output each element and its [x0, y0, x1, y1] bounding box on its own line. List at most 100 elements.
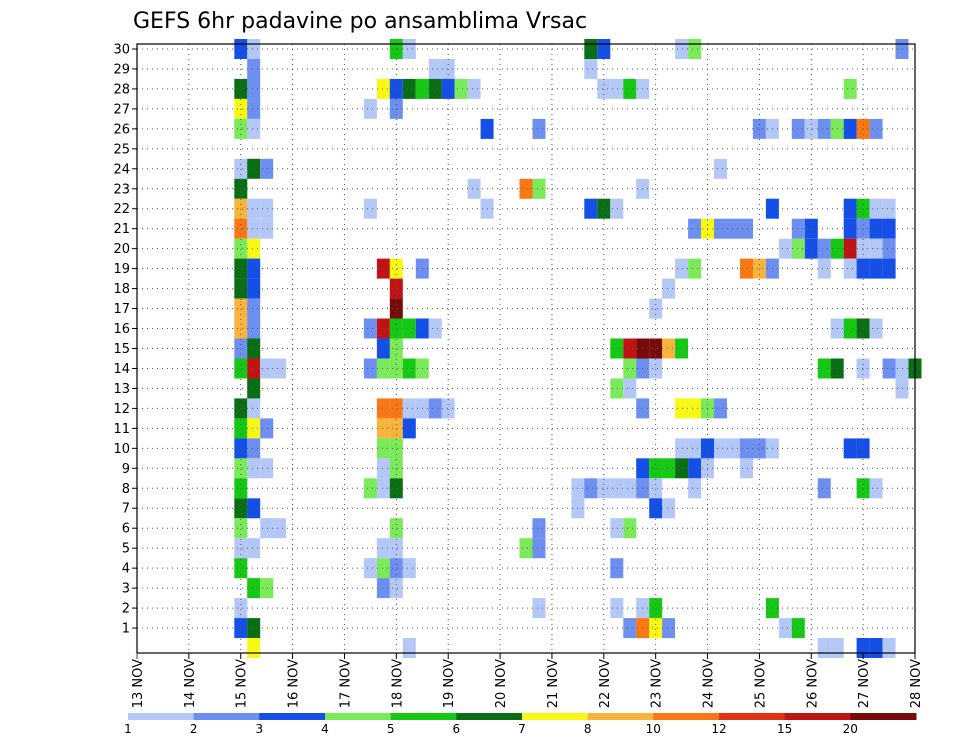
- y-tick-label: 9: [122, 462, 130, 477]
- heatmap-cell: [597, 78, 611, 99]
- heatmap-cell: [649, 498, 663, 519]
- x-tick-label: 26 NOV: [805, 659, 820, 708]
- heatmap-cell: [363, 198, 377, 219]
- heatmap-cell: [376, 398, 390, 419]
- heatmap-cell: [882, 218, 896, 239]
- heatmap-cell: [247, 358, 261, 379]
- heatmap-cell: [234, 618, 248, 639]
- colorbar-swatch: [259, 713, 326, 720]
- heatmap-cell: [688, 458, 702, 479]
- heatmap-cell: [532, 518, 546, 539]
- heatmap-cell: [688, 258, 702, 279]
- heatmap-cell: [740, 458, 753, 479]
- colorbar-swatch: [784, 713, 851, 720]
- heatmap-cell: [597, 198, 611, 219]
- heatmap-cell: [532, 118, 546, 139]
- colorbar-label: 15: [777, 722, 792, 736]
- heatmap-cell: [688, 438, 702, 459]
- heatmap-cell: [610, 378, 624, 399]
- heatmap-cell: [623, 78, 637, 99]
- heatmap-cell: [428, 318, 442, 339]
- heatmap-cell: [402, 398, 416, 419]
- colorbar-label: 8: [584, 722, 592, 736]
- heatmap-cell: [623, 358, 637, 379]
- heatmap-cell: [273, 518, 287, 539]
- heatmap-cell: [234, 238, 248, 259]
- heatmap-cell: [234, 498, 248, 519]
- heatmap-cell: [247, 578, 261, 599]
- heatmap-cell: [363, 558, 377, 579]
- x-tick-label: 23 NOV: [650, 659, 665, 708]
- heatmap-cell: [389, 418, 403, 439]
- heatmap-cell: [376, 78, 390, 99]
- heatmap-cell: [843, 238, 857, 259]
- heatmap-cell: [402, 358, 416, 379]
- heatmap-cell: [247, 378, 261, 399]
- heatmap-cell: [856, 438, 870, 459]
- heatmap-cell: [234, 198, 248, 219]
- heatmap-cell: [817, 478, 831, 499]
- heatmap-cell: [234, 438, 248, 459]
- heatmap-cell: [649, 298, 663, 319]
- heatmap-cell: [649, 478, 663, 499]
- heatmap-cell: [856, 118, 870, 139]
- heatmap-cell: [441, 78, 455, 99]
- heatmap-cell: [234, 258, 248, 279]
- heatmap-cell: [882, 638, 896, 658]
- heatmap-cell: [376, 458, 390, 479]
- heatmap-cell: [467, 178, 481, 199]
- heatmap-cell: [817, 358, 831, 379]
- chart-title: GEFS 6hr padavine po ansamblima Vrsac: [133, 9, 587, 34]
- heatmap-cell: [428, 398, 442, 419]
- heatmap-cell: [856, 318, 870, 339]
- heatmap-cell: [688, 218, 702, 239]
- heatmap-cell: [389, 258, 403, 279]
- colorbar-label: 5: [387, 722, 395, 736]
- y-tick-label: 27: [113, 102, 130, 117]
- colorbar-swatch: [193, 713, 260, 720]
- heatmap-cell: [882, 238, 896, 259]
- heatmap-cell: [467, 78, 481, 99]
- colorbar-swatch: [587, 713, 654, 720]
- y-tick-label: 10: [113, 442, 130, 457]
- heatmap-cell: [234, 458, 248, 479]
- x-tick-label: 13 NOV: [131, 659, 146, 708]
- heatmap-cell: [817, 238, 831, 259]
- y-tick-label: 4: [122, 562, 130, 577]
- heatmap-cell: [234, 598, 248, 619]
- heatmap-cell: [247, 39, 261, 59]
- heatmap-cell: [752, 258, 766, 279]
- heatmap-cell: [428, 78, 442, 99]
- heatmap-cell: [389, 318, 403, 339]
- heatmap-cell: [247, 458, 261, 479]
- heatmap-cell: [623, 338, 637, 359]
- heatmap-cell: [363, 478, 377, 499]
- heatmap-cell: [869, 638, 883, 658]
- heatmap-cell: [623, 378, 637, 399]
- colorbar-label: 7: [518, 722, 526, 736]
- x-tick-label: 16 NOV: [287, 659, 302, 708]
- colorbar-swatch: [390, 713, 457, 720]
- colorbar-label: 2: [190, 722, 198, 736]
- y-tick-label: 1: [122, 622, 130, 637]
- heatmap-cell: [584, 478, 598, 499]
- heatmap-cell: [675, 458, 689, 479]
- y-tick-label: 21: [113, 222, 130, 237]
- heatmap-cell: [869, 318, 883, 339]
- heatmap-cell: [247, 278, 261, 299]
- y-tick-label: 26: [113, 122, 130, 137]
- heatmap-cell: [610, 478, 624, 499]
- heatmap-cell: [376, 538, 390, 559]
- colorbar-label: 6: [452, 722, 460, 736]
- heatmap-cell: [817, 118, 831, 139]
- heatmap-cell: [688, 478, 702, 499]
- heatmap-cell: [843, 118, 857, 139]
- heatmap-cell: [363, 358, 377, 379]
- x-tick-label: 28 NOV: [909, 659, 924, 708]
- heatmap-cell: [376, 418, 390, 439]
- colorbar-label: 12: [711, 722, 726, 736]
- heatmap-cell: [714, 158, 727, 179]
- heatmap-cell: [869, 198, 883, 219]
- heatmap-cell: [688, 398, 702, 419]
- heatmap-cell: [610, 558, 624, 579]
